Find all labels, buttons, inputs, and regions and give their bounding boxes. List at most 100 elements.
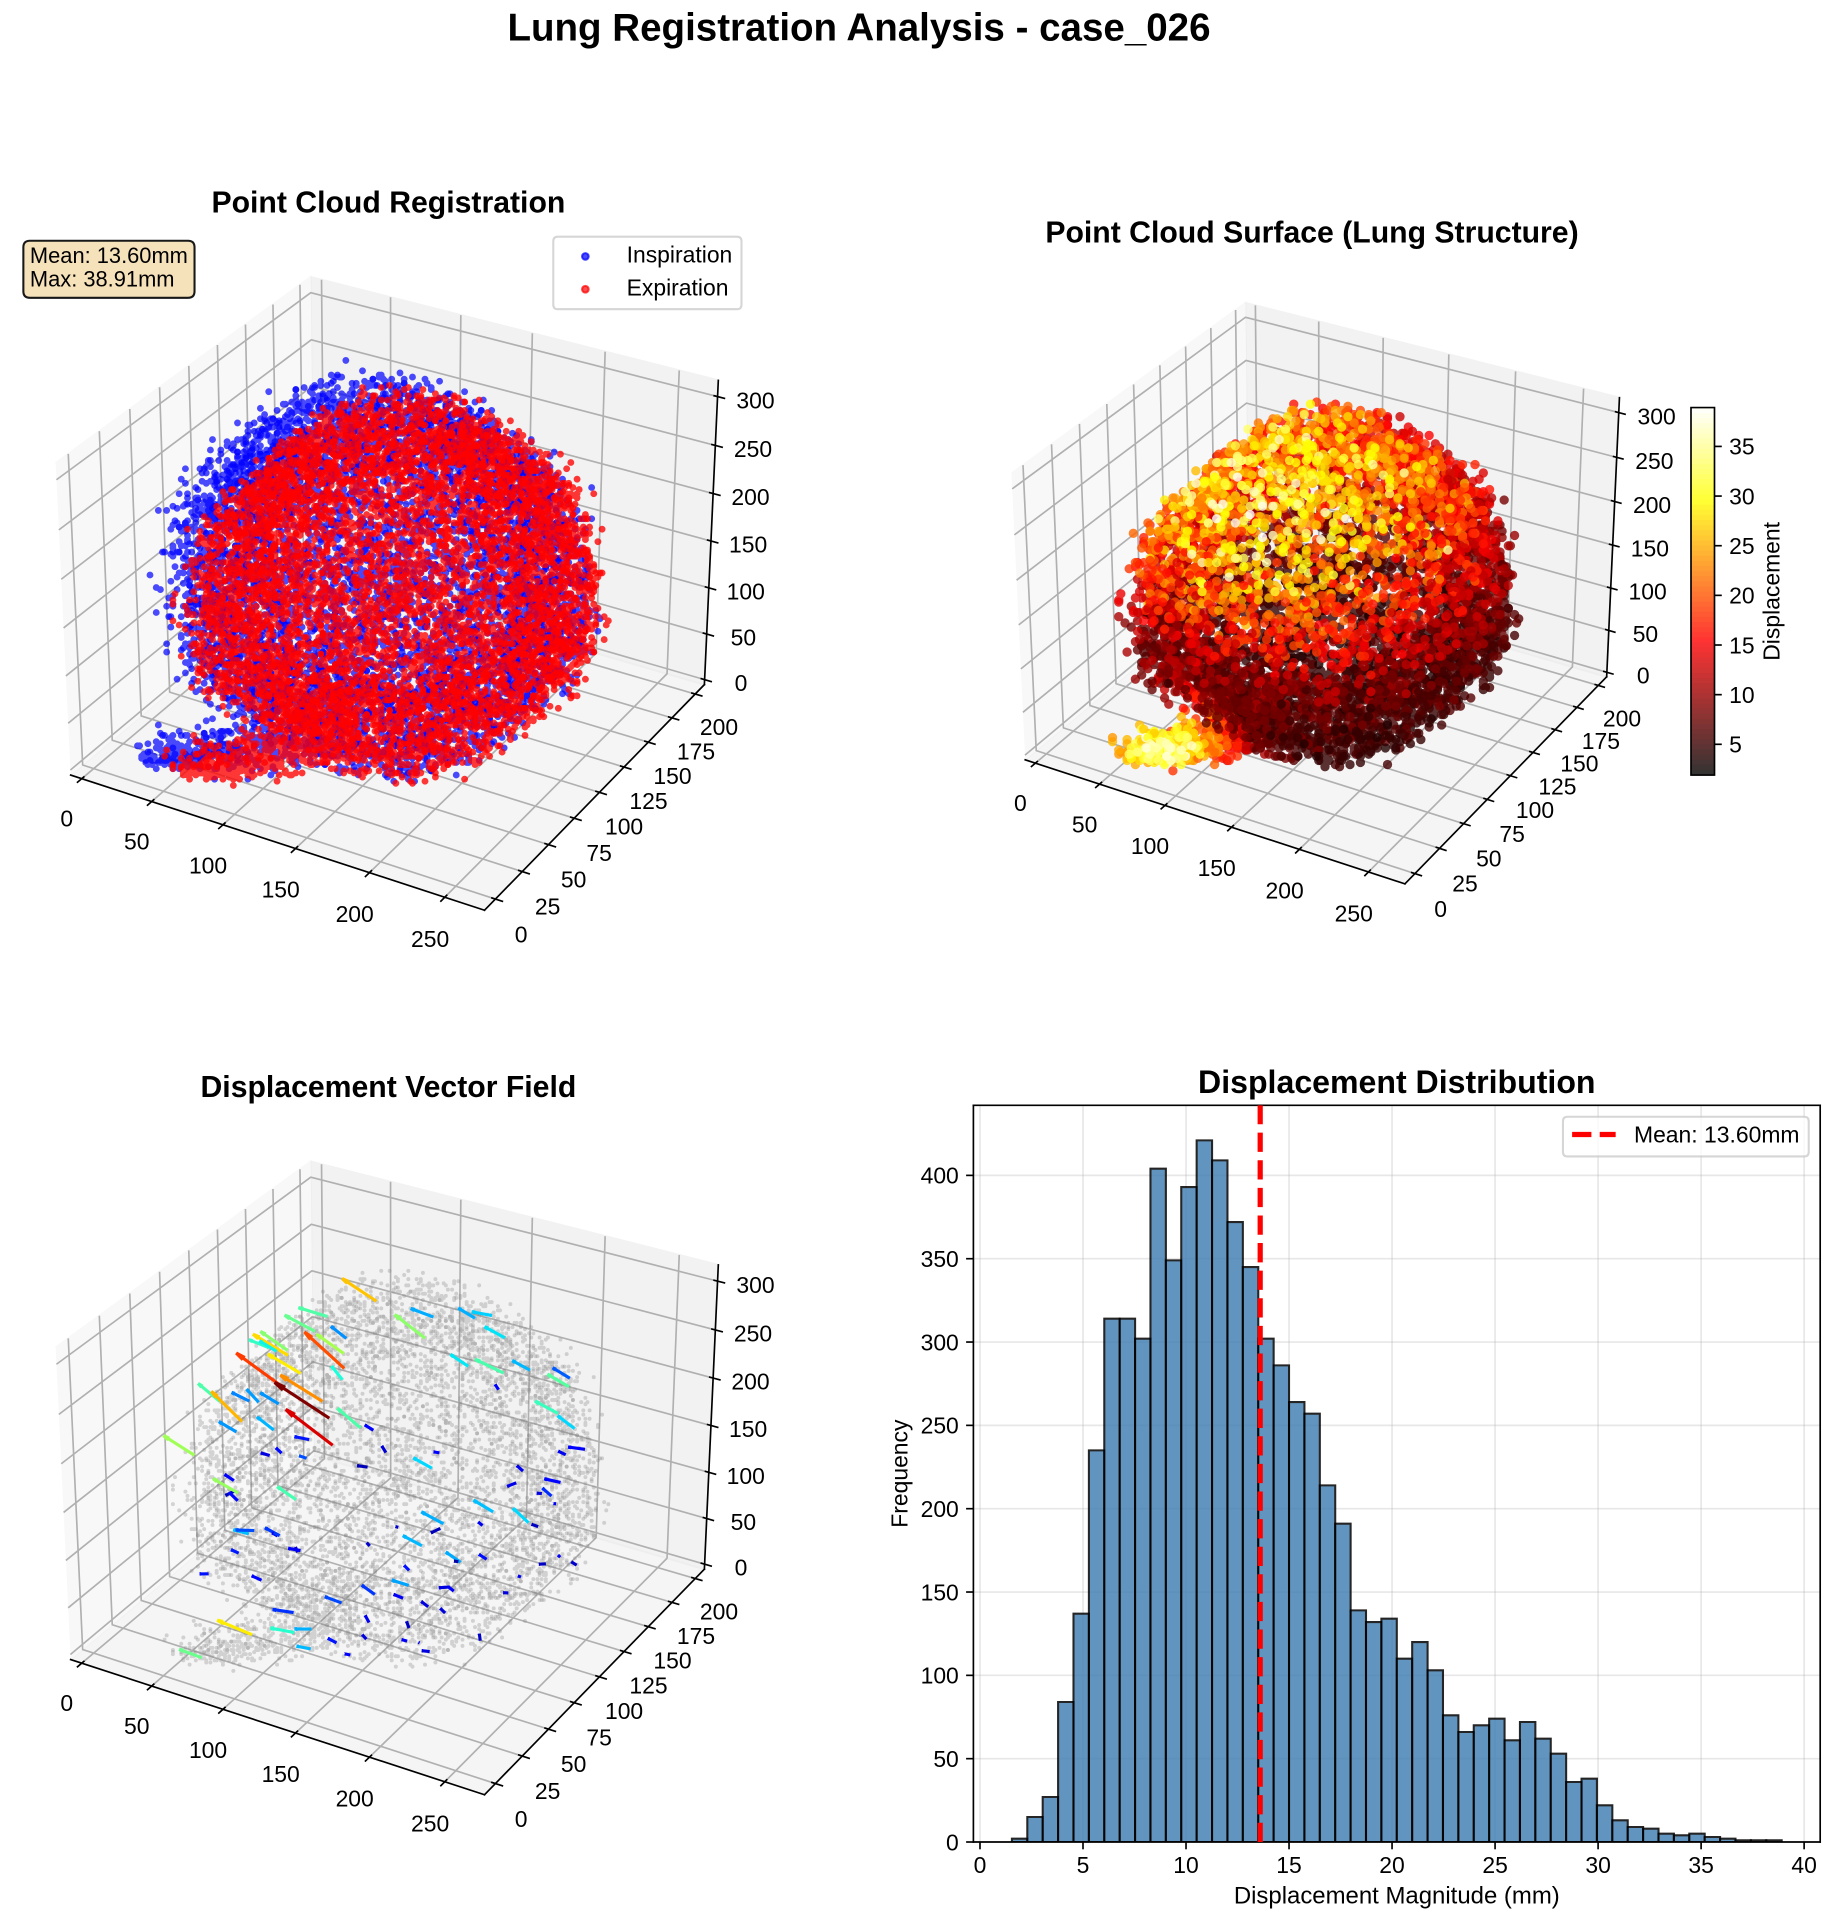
- svg-text:0: 0: [974, 1852, 987, 1878]
- svg-text:25: 25: [1452, 870, 1477, 896]
- svg-text:200: 200: [731, 1369, 769, 1395]
- svg-text:50: 50: [561, 1751, 586, 1777]
- svg-text:Mean: 13.60mm: Mean: 13.60mm: [30, 243, 188, 268]
- svg-text:100: 100: [727, 578, 765, 604]
- svg-text:100: 100: [605, 1698, 643, 1724]
- svg-text:Lung Registration Analysis - c: Lung Registration Analysis - case_026: [507, 6, 1210, 49]
- svg-text:0: 0: [60, 1690, 73, 1716]
- svg-text:Inspiration: Inspiration: [627, 241, 733, 267]
- svg-text:35: 35: [1729, 434, 1754, 460]
- svg-text:75: 75: [586, 1724, 611, 1750]
- svg-text:0: 0: [515, 921, 528, 947]
- svg-text:100: 100: [1516, 797, 1554, 823]
- svg-text:300: 300: [921, 1329, 959, 1355]
- svg-text:0: 0: [735, 1555, 748, 1581]
- svg-text:400: 400: [921, 1163, 959, 1189]
- svg-text:50: 50: [124, 829, 149, 855]
- svg-text:150: 150: [653, 763, 691, 789]
- svg-text:25: 25: [1482, 1852, 1507, 1878]
- svg-text:125: 125: [1538, 773, 1576, 799]
- svg-text:Expiration: Expiration: [627, 274, 729, 300]
- svg-text:100: 100: [727, 1463, 765, 1489]
- svg-text:50: 50: [731, 1509, 756, 1535]
- svg-text:Point Cloud Registration: Point Cloud Registration: [211, 187, 565, 220]
- svg-text:30: 30: [1729, 483, 1754, 509]
- svg-text:250: 250: [1335, 901, 1373, 927]
- svg-text:25: 25: [1729, 533, 1754, 559]
- svg-text:50: 50: [1633, 621, 1658, 647]
- svg-text:125: 125: [629, 788, 667, 814]
- svg-text:0: 0: [60, 806, 73, 832]
- svg-text:0: 0: [1014, 790, 1027, 816]
- svg-text:50: 50: [124, 1713, 149, 1739]
- svg-text:25: 25: [535, 894, 560, 920]
- svg-text:5: 5: [1077, 1852, 1090, 1878]
- svg-text:300: 300: [736, 1272, 774, 1298]
- svg-text:200: 200: [1633, 492, 1671, 518]
- svg-text:100: 100: [1629, 579, 1667, 605]
- svg-text:Displacement Distribution: Displacement Distribution: [1198, 1064, 1595, 1100]
- svg-text:150: 150: [921, 1579, 959, 1605]
- svg-text:0: 0: [735, 670, 748, 696]
- svg-text:50: 50: [933, 1746, 958, 1772]
- svg-text:250: 250: [1635, 448, 1673, 474]
- svg-text:175: 175: [677, 1623, 715, 1649]
- svg-text:100: 100: [189, 1737, 227, 1763]
- svg-text:150: 150: [729, 532, 767, 558]
- svg-text:250: 250: [411, 926, 449, 952]
- svg-text:150: 150: [1631, 536, 1669, 562]
- svg-text:Frequency: Frequency: [886, 1419, 912, 1528]
- svg-text:50: 50: [731, 625, 756, 651]
- svg-text:250: 250: [734, 436, 772, 462]
- svg-text:175: 175: [677, 738, 715, 764]
- svg-text:125: 125: [629, 1673, 667, 1699]
- svg-text:200: 200: [700, 1599, 738, 1625]
- svg-text:50: 50: [1476, 845, 1501, 871]
- svg-text:175: 175: [1582, 728, 1620, 754]
- svg-text:100: 100: [1131, 833, 1169, 859]
- svg-text:Displacement: Displacement: [1759, 521, 1785, 660]
- svg-text:30: 30: [1585, 1852, 1610, 1878]
- svg-text:250: 250: [734, 1321, 772, 1347]
- svg-text:0: 0: [515, 1806, 528, 1832]
- svg-text:350: 350: [921, 1246, 959, 1272]
- svg-text:25: 25: [535, 1778, 560, 1804]
- svg-text:200: 200: [1603, 706, 1641, 732]
- svg-text:35: 35: [1688, 1852, 1713, 1878]
- svg-text:200: 200: [336, 1785, 374, 1811]
- svg-text:Mean: 13.60mm: Mean: 13.60mm: [1634, 1122, 1800, 1148]
- svg-text:300: 300: [736, 387, 774, 413]
- svg-text:50: 50: [561, 866, 586, 892]
- svg-text:Max: 38.91mm: Max: 38.91mm: [30, 267, 175, 292]
- svg-text:75: 75: [586, 840, 611, 866]
- svg-text:250: 250: [921, 1413, 959, 1439]
- svg-text:100: 100: [189, 852, 227, 878]
- svg-text:150: 150: [653, 1647, 691, 1673]
- svg-text:15: 15: [1276, 1852, 1301, 1878]
- svg-text:150: 150: [729, 1416, 767, 1442]
- svg-text:15: 15: [1729, 632, 1754, 658]
- svg-text:200: 200: [731, 484, 769, 510]
- svg-text:5: 5: [1729, 732, 1742, 758]
- svg-text:Displacement Vector Field: Displacement Vector Field: [201, 1071, 577, 1104]
- svg-text:50: 50: [1072, 811, 1097, 837]
- svg-text:100: 100: [921, 1663, 959, 1689]
- svg-text:150: 150: [1198, 855, 1236, 881]
- svg-text:200: 200: [700, 714, 738, 740]
- svg-text:0: 0: [1434, 896, 1447, 922]
- svg-text:10: 10: [1729, 682, 1754, 708]
- svg-text:200: 200: [1265, 878, 1303, 904]
- svg-text:Point Cloud Surface (Lung Stru: Point Cloud Surface (Lung Structure): [1045, 217, 1578, 250]
- svg-text:20: 20: [1729, 583, 1754, 609]
- svg-text:0: 0: [946, 1829, 959, 1855]
- svg-text:200: 200: [921, 1496, 959, 1522]
- svg-text:150: 150: [262, 1761, 300, 1787]
- svg-text:75: 75: [1499, 821, 1524, 847]
- svg-text:40: 40: [1791, 1852, 1816, 1878]
- svg-text:20: 20: [1379, 1852, 1404, 1878]
- svg-text:10: 10: [1173, 1852, 1198, 1878]
- svg-text:100: 100: [605, 814, 643, 840]
- svg-text:150: 150: [262, 876, 300, 902]
- svg-text:Displacement Magnitude (mm): Displacement Magnitude (mm): [1234, 1883, 1560, 1910]
- svg-text:200: 200: [336, 901, 374, 927]
